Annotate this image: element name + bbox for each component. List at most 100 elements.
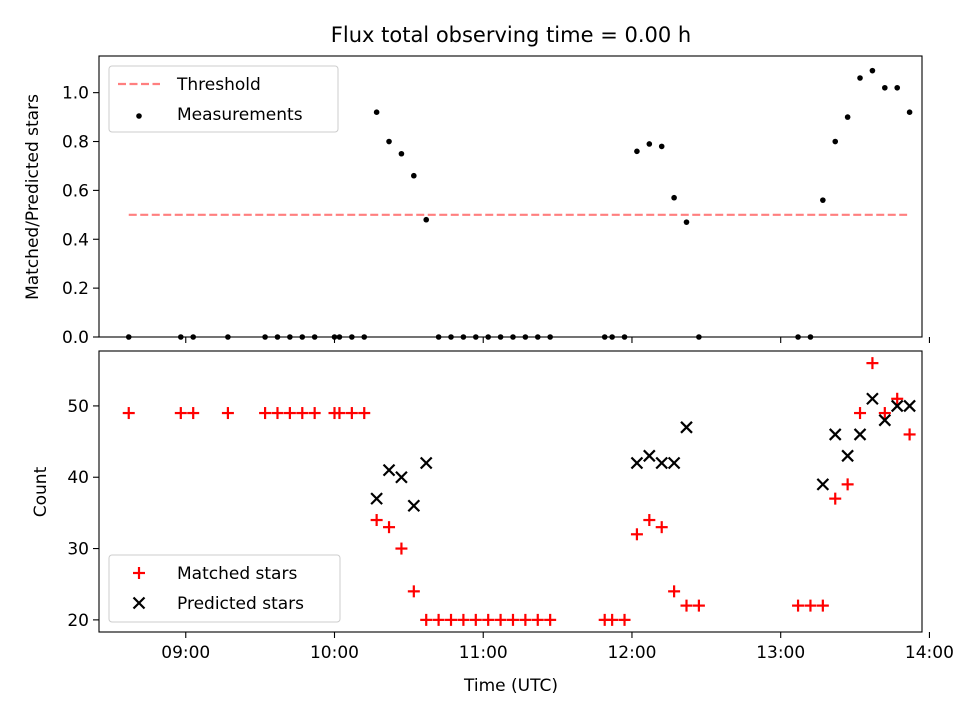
measurement-point	[398, 150, 405, 157]
x-tick-label: 10:00	[310, 643, 359, 663]
matched-star-point	[891, 392, 904, 405]
matched-star-point	[221, 407, 234, 420]
matched-star-point	[445, 613, 458, 626]
predicted-star-point	[370, 492, 383, 505]
matched-star-point	[296, 407, 309, 420]
predicted-star-point	[655, 456, 668, 470]
x-tick-label: 09:00	[161, 643, 210, 663]
legend-measurements-label: Measurements	[177, 105, 303, 125]
top-legend: Threshold Measurements	[108, 65, 339, 133]
legend-predicted-swatch	[132, 596, 146, 610]
matched-star-point	[457, 613, 470, 626]
measurement-point	[820, 197, 826, 203]
matched-star-point	[370, 514, 383, 527]
matched-star-point	[420, 613, 433, 626]
measurement-point	[906, 109, 913, 115]
chart-title: Flux total observing time = 0.00 h	[331, 23, 691, 47]
measurement-point	[857, 75, 863, 81]
predicted-star-point	[866, 392, 879, 406]
top-plot-panel: 0.0 0.2 0.4 0.6 0.8 1.0 Matched/Predicted sta…	[23, 55, 930, 348]
measurement-point	[411, 172, 417, 179]
measurement-point	[386, 138, 392, 145]
predicted-star-point	[667, 456, 681, 470]
matched-star-point	[395, 542, 408, 555]
x-tick-label: 11:00	[459, 643, 508, 663]
predicted-star-point	[853, 428, 867, 441]
matched-star-point	[531, 613, 544, 626]
matched-star-point	[841, 478, 854, 491]
matched-star-point	[174, 407, 187, 420]
matched-star-point	[482, 613, 495, 626]
predicted-star-point	[816, 478, 830, 491]
bottom-y-tick-label: 30	[67, 540, 89, 560]
matched-star-point	[854, 407, 867, 420]
x-axis-label: Time (UTC)	[463, 676, 558, 696]
measurement-point	[894, 84, 901, 91]
top-y-tick-label: 0.8	[62, 133, 89, 153]
predicted-star-point	[841, 449, 854, 463]
matched-star-point	[506, 613, 519, 626]
legend-matched-label: Matched stars	[177, 564, 297, 584]
top-y-axis-label: Matched/Predicted stars	[23, 94, 43, 300]
measurement-point	[869, 67, 876, 74]
top-y-tick-label: 0.4	[62, 230, 89, 250]
measurement-point	[844, 114, 851, 120]
predicted-star-point	[382, 463, 396, 477]
measurement-point	[683, 219, 690, 225]
top-plot-frame	[98, 55, 923, 338]
matched-star-point	[271, 407, 284, 420]
predicted-star-point	[890, 399, 904, 413]
matched-star-point	[187, 407, 200, 420]
predicted-star-point	[630, 456, 644, 470]
matched-star-point	[544, 613, 557, 626]
matched-star-point	[606, 613, 619, 626]
matched-star-point	[618, 613, 631, 626]
matched-star-point	[680, 599, 693, 612]
measurement-point	[634, 148, 640, 155]
predicted-star-point	[680, 421, 693, 434]
legend-measurements-swatch	[136, 113, 142, 119]
matched-star-point	[407, 585, 420, 598]
predicted-star-point	[407, 499, 421, 513]
matched-star-point	[829, 492, 842, 505]
x-tick-label: 14:00	[905, 643, 954, 663]
measurement-point	[832, 138, 839, 145]
matched-star-point	[630, 528, 643, 541]
matched-star-point	[383, 521, 396, 534]
matched-star-point	[655, 521, 668, 534]
measurement-point	[423, 216, 430, 223]
matched-star-point	[333, 407, 346, 420]
measurement-point	[646, 141, 653, 147]
x-tick-label: 12:00	[607, 643, 656, 663]
matched-star-point	[469, 613, 482, 626]
bottom-y-tick-label: 40	[67, 468, 89, 488]
legend-matched-swatch	[133, 567, 145, 579]
matched-star-point	[494, 613, 507, 626]
matched-star-point	[283, 407, 296, 420]
top-y-tick-label: 1.0	[62, 84, 89, 104]
matched-star-point	[816, 599, 829, 612]
matched-star-point	[519, 613, 532, 626]
matched-star-point	[432, 613, 445, 626]
bottom-y-tick-label: 20	[67, 611, 89, 631]
legend-predicted-label: Predicted stars	[177, 594, 304, 614]
matched-star-point	[792, 599, 805, 612]
top-y-tick-label: 0.2	[62, 279, 89, 299]
matched-star-point	[643, 514, 656, 527]
matched-star-point	[122, 407, 135, 420]
bottom-legend: Matched stars Predicted stars	[108, 554, 341, 623]
predicted-star-point	[643, 449, 656, 463]
matched-star-point	[804, 599, 817, 612]
matched-star-point	[668, 585, 681, 598]
predicted-star-point	[878, 413, 892, 427]
predicted-star-point	[395, 470, 408, 484]
top-y-tick-label: 0.6	[62, 181, 89, 201]
measurement-point	[373, 109, 380, 115]
predicted-star-point	[419, 456, 433, 470]
legend-threshold-label: Threshold	[176, 75, 261, 95]
measurement-point	[882, 84, 888, 91]
matched-star-point	[345, 407, 358, 420]
predicted-star-point	[828, 428, 842, 441]
